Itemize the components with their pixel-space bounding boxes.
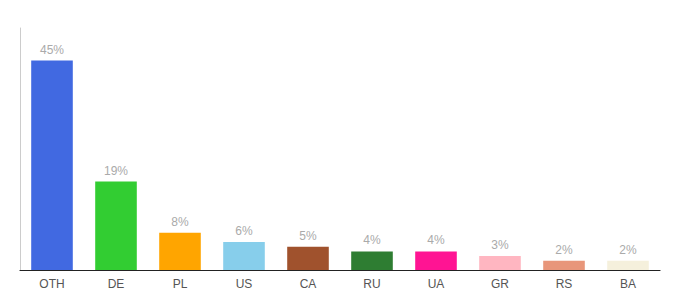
svg-text:RS: RS — [556, 277, 573, 291]
svg-text:19%: 19% — [104, 164, 128, 178]
svg-text:2%: 2% — [619, 243, 637, 257]
svg-text:8%: 8% — [171, 215, 189, 229]
svg-text:45%: 45% — [40, 43, 64, 57]
svg-text:UA: UA — [428, 277, 445, 291]
svg-text:DE: DE — [108, 277, 125, 291]
svg-text:2%: 2% — [555, 243, 573, 257]
svg-text:GR: GR — [491, 277, 509, 291]
svg-text:US: US — [236, 277, 253, 291]
svg-text:BA: BA — [620, 277, 636, 291]
svg-text:4%: 4% — [427, 233, 445, 247]
svg-text:RU: RU — [363, 277, 380, 291]
svg-text:6%: 6% — [235, 224, 253, 238]
svg-text:5%: 5% — [299, 229, 317, 243]
svg-text:CA: CA — [300, 277, 317, 291]
svg-text:4%: 4% — [363, 233, 381, 247]
svg-text:OTH: OTH — [39, 277, 64, 291]
svg-text:PL: PL — [173, 277, 188, 291]
svg-text:3%: 3% — [491, 238, 509, 252]
